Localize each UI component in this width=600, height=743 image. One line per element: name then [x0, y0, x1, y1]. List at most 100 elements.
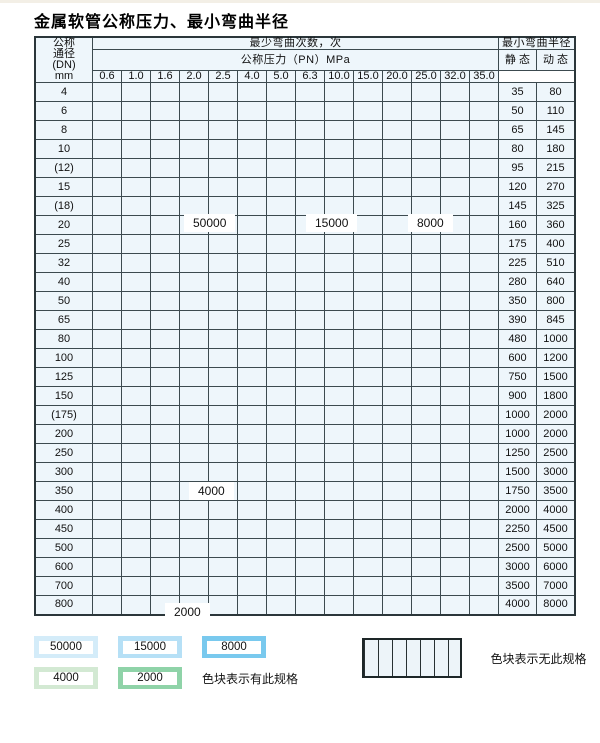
data-cell: [237, 595, 267, 615]
data-cell: [469, 310, 499, 330]
data-cell: [121, 234, 151, 254]
data-cell: [411, 177, 441, 197]
table-row: 125 750 1500: [34, 367, 576, 387]
data-cell: [324, 82, 354, 102]
data-cell: [266, 367, 296, 387]
data-cell: [469, 481, 499, 501]
legend-no-spec-note: 色块表示无此规格: [490, 651, 587, 666]
data-cell: [208, 519, 238, 539]
data-cell: [92, 215, 122, 235]
table-row: 15 120 270: [34, 177, 576, 197]
data-cell: [179, 177, 209, 197]
static-radius-cell: 65: [498, 120, 537, 140]
data-cell: [382, 500, 412, 520]
static-radius-cell: 225: [498, 253, 537, 273]
static-radius-cell: 80: [498, 139, 537, 159]
data-cell: [266, 329, 296, 349]
data-cell: [353, 158, 383, 178]
data-cell: [208, 367, 238, 387]
data-cell: [353, 82, 383, 102]
data-cell: [266, 120, 296, 140]
static-radius-cell: 4000: [498, 595, 537, 615]
data-cell: [469, 196, 499, 216]
data-cell: [469, 348, 499, 368]
static-radius-cell: 35: [498, 82, 537, 102]
data-cell: [324, 595, 354, 615]
data-cell: [295, 348, 325, 368]
data-cell: [353, 215, 383, 235]
data-cell: [92, 120, 122, 140]
data-cell: [295, 367, 325, 387]
data-cell: [295, 196, 325, 216]
dn-value-cell: (175): [34, 405, 93, 425]
data-cell: [121, 557, 151, 577]
dynamic-radius-cell: 2500: [536, 443, 576, 463]
data-cell: [324, 424, 354, 444]
data-cell: [469, 462, 499, 482]
data-cell: [353, 367, 383, 387]
data-cell: [237, 272, 267, 292]
data-cell: [92, 158, 122, 178]
data-cell: [440, 158, 470, 178]
top-rule: [0, 0, 600, 3]
legend-no-spec: 色块表示无此规格: [362, 638, 586, 678]
data-cell: [266, 443, 296, 463]
data-cell: [382, 196, 412, 216]
dn-value-cell: 6: [34, 101, 93, 121]
data-cell: [92, 424, 122, 444]
data-cell: [179, 310, 209, 330]
data-cell: [179, 443, 209, 463]
data-cell: [411, 158, 441, 178]
data-cell: [324, 158, 354, 178]
data-cell: [237, 101, 267, 121]
data-cell: [295, 595, 325, 615]
data-cell: [179, 139, 209, 159]
data-cell: [92, 253, 122, 273]
data-cell: [208, 538, 238, 558]
data-cell: [411, 462, 441, 482]
page-title: 金属软管公称压力、最小弯曲半径: [34, 12, 290, 31]
bend-radius-header: 最小弯曲半径: [498, 36, 576, 50]
data-cell: [469, 424, 499, 444]
data-cell: [469, 405, 499, 425]
data-cell: [440, 367, 470, 387]
data-cell: [266, 310, 296, 330]
data-cell: [295, 405, 325, 425]
data-cell: [92, 291, 122, 311]
data-cell: [295, 253, 325, 273]
table-row: (18) 145 325: [34, 196, 576, 216]
data-cell: [179, 253, 209, 273]
data-cell: [121, 500, 151, 520]
data-cell: [353, 253, 383, 273]
data-cell: [150, 329, 180, 349]
data-cell: [179, 291, 209, 311]
dynamic-radius-cell: 1500: [536, 367, 576, 387]
data-cell: [121, 310, 151, 330]
dn-value-cell: 80: [34, 329, 93, 349]
data-cell: [208, 443, 238, 463]
dn-value-cell: 20: [34, 215, 93, 235]
data-cell: [150, 348, 180, 368]
data-cell: [92, 139, 122, 159]
table-row: (175) 1000 2000: [34, 405, 576, 425]
table-row: 10 80 180: [34, 139, 576, 159]
data-cell: [92, 519, 122, 539]
data-cell: [237, 557, 267, 577]
static-radius-cell: 750: [498, 367, 537, 387]
value-tag: 8000: [408, 214, 453, 232]
pressure-col-header-13: 35.0: [469, 70, 499, 83]
data-cell: [324, 310, 354, 330]
table-row: 150 900 1800: [34, 386, 576, 406]
dynamic-radius-cell: 270: [536, 177, 576, 197]
data-cell: [208, 120, 238, 140]
data-cell: [208, 557, 238, 577]
data-cell: [440, 120, 470, 140]
data-cell: [121, 462, 151, 482]
data-cell: [295, 329, 325, 349]
data-cell: [353, 329, 383, 349]
table-row: 4 35 80: [34, 82, 576, 102]
table-row: 300 1500 3000: [34, 462, 576, 482]
dynamic-radius-cell: 4000: [536, 500, 576, 520]
data-cell: [440, 139, 470, 159]
